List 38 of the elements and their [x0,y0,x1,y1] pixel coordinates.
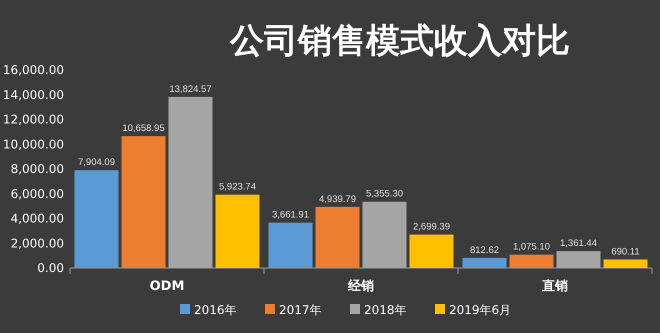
bar [216,194,260,268]
data-label: 4,939.79 [319,194,356,205]
x-tick-label: ODM [150,279,184,294]
legend-label: 2016年 [194,303,237,317]
y-tick-label: 2,000.00 [10,236,64,250]
bar [462,258,506,268]
bar [410,234,454,268]
legend-label: 2018年 [364,303,407,317]
y-tick-label: 14,000.00 [2,88,64,102]
y-tick-label: 10,000.00 [2,137,64,152]
data-label: 812.62 [470,244,500,256]
bar [604,259,648,268]
bar [316,206,360,268]
chart-title: 公司销售模式收入对比 [229,21,570,61]
legend-label: 2017年 [279,303,322,317]
y-tick-label: 8,000.00 [10,162,64,176]
y-tick-label: 0.00 [37,261,64,275]
y-tick-label: 6,000.00 [10,186,64,201]
bar [122,136,166,268]
data-label: 5,923.74 [219,182,256,193]
x-tick-label: 直销 [541,279,568,294]
data-label: 690.11 [611,246,640,258]
data-label: 3,661.91 [272,210,309,221]
data-label: 1,361.44 [560,238,597,250]
data-label: 7,904.09 [78,157,115,168]
y-tick-label: 12,000.00 [2,112,64,126]
legend-label: 2019年6月 [449,303,512,317]
bar [74,170,118,268]
x-tick-label: 经销 [347,279,374,294]
bar [510,254,554,268]
y-tick-label: 4,000.00 [10,212,64,226]
data-label: 13,824.57 [169,84,212,95]
data-label: 10,658.95 [122,123,165,134]
data-label: 5,355.30 [366,188,403,200]
y-tick-label: 16,000.00 [2,63,64,77]
data-label: 2,699.39 [413,222,450,233]
bar [268,222,312,268]
data-label: 1,075.10 [513,242,550,253]
